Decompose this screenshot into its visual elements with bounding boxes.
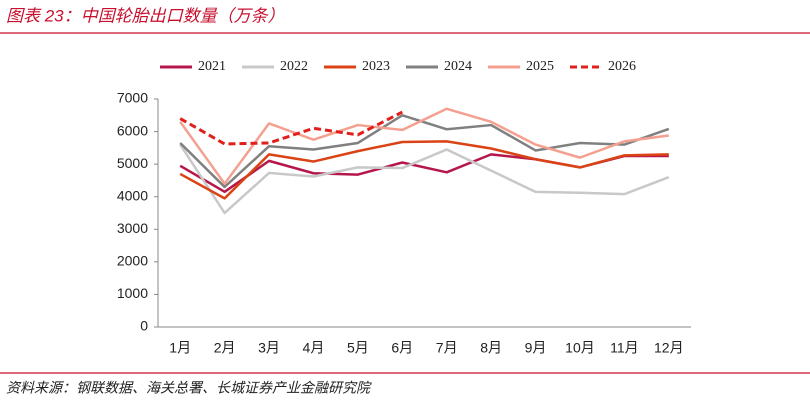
series-line [179,140,669,200]
x-tick-label: 11月 [610,340,639,356]
source: 资料来源：钢联数据、海关总署、长城证券产业金融研究院 [6,380,372,396]
x-tick-label: 5月 [347,340,369,356]
x-tick-label: 4月 [303,340,325,356]
legend-label: 2023 [362,59,390,74]
x-tick-label: 6月 [391,340,413,356]
x-tick-label: 8月 [480,340,502,356]
x-tick-label: 7月 [436,340,458,356]
x-tick-label: 9月 [525,340,547,356]
legend-label: 2025 [526,59,554,74]
x-tick-label: 1月 [169,340,191,356]
series-line [179,107,669,185]
y-tick-label: 4000 [117,187,148,203]
series-line [179,110,403,146]
y-tick-label: 1000 [117,285,148,301]
series-line [179,114,670,189]
y-tick-label: 6000 [117,122,148,138]
chart-title: 图表 23：中国轮胎出口数量（万条） [6,6,285,25]
y-tick-label: 0 [140,318,148,334]
y-tick-label: 3000 [117,220,148,236]
legend-label: 2021 [198,59,226,74]
x-tick-label: 12月 [654,340,684,356]
series-line [179,143,670,215]
y-tick-label: 2000 [117,253,148,269]
y-tick-label: 7000 [117,90,148,106]
legend-label: 2024 [444,59,472,74]
legend-label: 2026 [608,59,636,74]
x-tick-label: 2月 [214,340,236,356]
legend-label: 2022 [280,59,308,74]
y-tick-label: 5000 [117,155,148,171]
x-tick-label: 3月 [258,340,280,356]
x-tick-label: 10月 [565,340,595,356]
